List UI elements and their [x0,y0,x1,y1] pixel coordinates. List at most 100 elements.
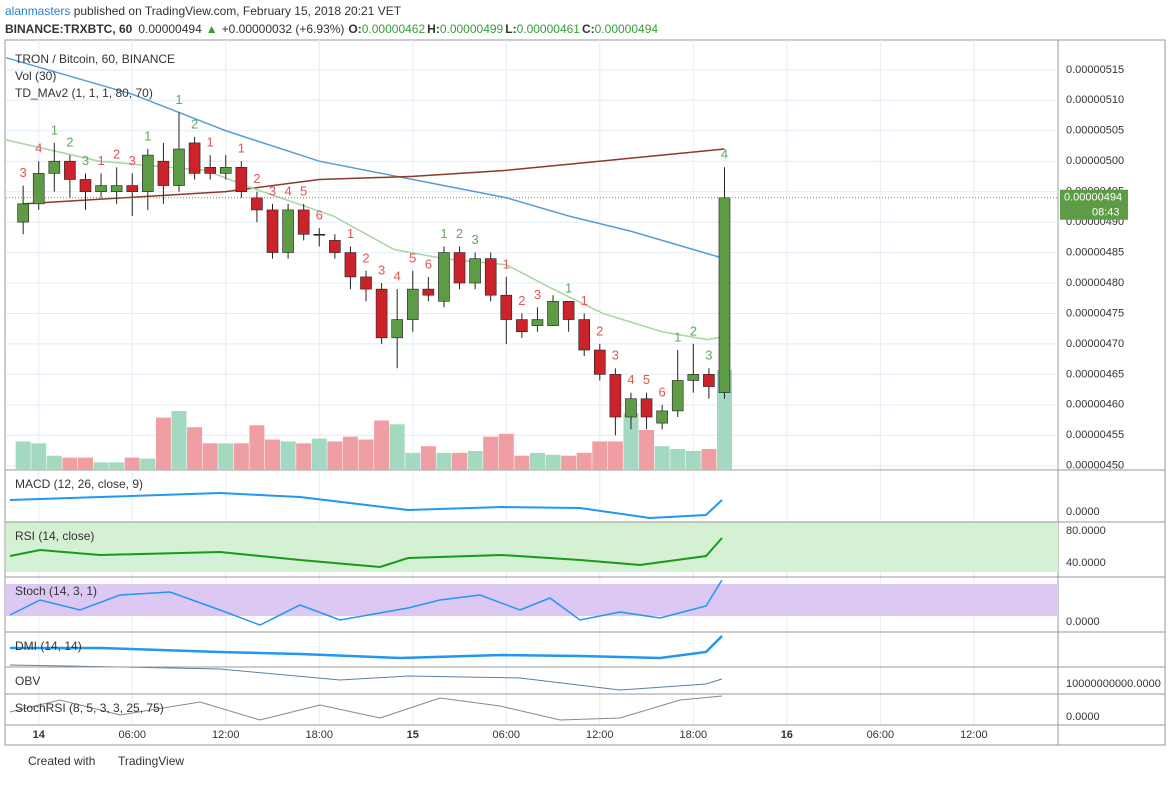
volume-bar [311,438,327,470]
volume-bar [93,462,109,470]
td-label: 1 [51,122,58,137]
volume-bar [623,412,639,470]
volume-bar [31,443,47,470]
volume-bar [561,455,577,470]
volume-bar [358,439,374,470]
panel-label: MACD (12, 26, close, 9) [15,477,143,491]
y-tick-label: 0.00000480 [1066,277,1124,289]
header-line1: alanmasters published on TradingView.com… [5,4,402,18]
y-tick-label: 0.00000500 [1066,155,1124,167]
volume-bar [607,441,623,470]
td-label: 6 [316,208,323,223]
x-tick-label: 12:00 [212,729,240,741]
volume-bar [701,449,717,470]
l: 0.00000461 [517,22,581,36]
volume-bar [685,450,701,470]
candle-body [188,142,201,174]
chart-frame [4,39,1166,746]
last: 0.00000494 [138,22,202,36]
volume-bar [389,424,405,470]
td-label: 2 [596,323,603,338]
stochrsi-line [9,695,723,721]
x-tick-label: 12:00 [960,729,988,741]
candle-body [126,185,139,192]
footer-created: Created with [28,754,95,768]
panel-tick-label: 0.0000 [1066,711,1100,723]
volume-bar [716,370,732,470]
td-label: 4 [627,372,634,387]
td-label: 1 [238,141,245,156]
td-label: 1 [581,293,588,308]
candle-body [562,300,575,320]
y-tick-label: 0.00000505 [1066,125,1124,137]
td-label: 5 [409,250,416,265]
td-label: 4 [35,141,42,156]
volume-bar [327,441,343,470]
td-label: 1 [440,226,447,241]
header-line2: BINANCE:TRXBTC, 60 0.00000494 ▲ +0.00000032… [5,22,658,36]
volume-bar [639,430,655,470]
td-label: 3 [129,153,136,168]
volume-bar [576,452,592,470]
volume-bar [265,439,281,470]
volume-bar [249,425,265,470]
volume-bar [77,457,93,470]
dmi-line [10,635,723,660]
panel-label: StochRSI (8, 5, 3, 3, 25, 75) [15,701,164,715]
y-tick-label: 0.00000455 [1066,429,1124,441]
candle-body [110,185,123,192]
candle-body [547,300,559,326]
x-tick-label: 06:00 [118,729,146,741]
td-label: 2 [113,147,120,162]
td-label: 2 [191,116,198,131]
td-label: 2 [518,293,525,308]
candle-body [142,154,154,192]
volume-bar [514,455,530,470]
x-tick-label: 12:00 [586,729,614,741]
td-label: 3 [378,262,385,277]
stoch-line [9,579,723,626]
obv-line [9,664,723,691]
footer-brand[interactable]: TradingView [118,754,184,768]
author[interactable]: alanmasters [5,4,70,18]
candle-body [578,319,591,351]
candle-body [671,380,684,412]
volume-bar [171,410,187,470]
rsi-line [9,537,723,569]
o: 0.00000462 [362,22,426,36]
volume-bar [218,443,234,470]
volume-bar [46,455,62,470]
volume-bar [15,441,31,470]
candle-body [79,179,92,192]
td-label: 3 [612,348,619,363]
panel-tick-label: 80.0000 [1066,525,1106,537]
volume-bar [529,452,545,470]
arrow: ▲ [206,22,218,36]
td-label: 5 [300,183,307,198]
candle-body [516,319,528,333]
candle-body [687,374,700,381]
candle-body [391,319,403,339]
td-label: 3 [534,287,541,302]
candle-body [219,166,232,174]
candle-body [344,252,357,278]
candle-body [422,288,435,296]
td-label: 2 [253,171,260,186]
candle-body [640,398,653,418]
td-label: 3 [20,165,27,180]
td-label: 2 [456,226,463,241]
y-tick-label: 0.00000510 [1066,94,1124,106]
volume-bar [452,452,468,470]
candle-body [329,240,341,253]
candle-body [360,276,372,290]
macd-line [9,491,723,520]
candle-body [625,398,637,418]
candle-body [48,160,61,174]
candle-body [406,288,419,320]
td-label: 4 [284,183,291,198]
countdown: 08:43 [1092,207,1120,219]
candle-body [609,374,622,418]
panel-label: DMI (14, 14) [15,639,82,653]
